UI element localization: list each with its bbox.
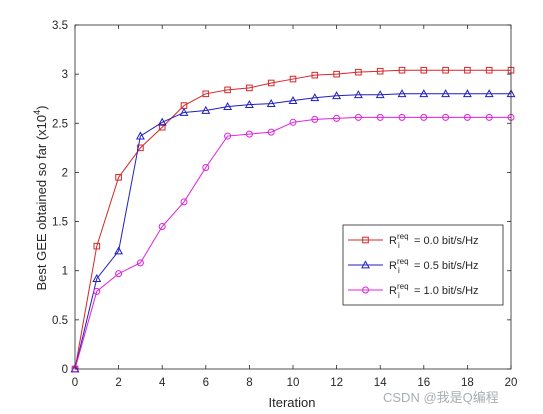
data-point (333, 70, 340, 78)
watermark-text: CSDN @我是Q编程 (383, 390, 499, 405)
data-point (202, 164, 210, 172)
x-tick-label: 6 (203, 377, 209, 389)
series-1 (70, 89, 516, 373)
legend-marker (362, 286, 369, 294)
data-point (376, 67, 384, 75)
data-point (224, 132, 232, 140)
legend-label: Rreq i = 0.5 bit/s/Hz (389, 257, 479, 275)
data-point (332, 91, 342, 100)
series-2 (71, 113, 515, 373)
data-point (135, 131, 145, 140)
data-point (288, 96, 298, 105)
data-point (463, 113, 471, 121)
data-point (376, 113, 384, 121)
data-point (202, 90, 210, 98)
x-tick-label: 18 (461, 377, 474, 389)
data-point (158, 222, 166, 230)
data-point (92, 273, 102, 282)
x-tick-label: 8 (246, 377, 252, 389)
data-point (267, 79, 275, 87)
data-point (485, 113, 493, 121)
x-tick-label: 10 (287, 377, 300, 389)
data-point (223, 101, 233, 110)
series-line (74, 116, 511, 370)
data-point (442, 66, 449, 74)
data-point (137, 144, 144, 152)
data-point (462, 89, 472, 98)
y-tick-label: 1 (62, 266, 68, 278)
y-tick-label: 2 (62, 167, 68, 179)
data-point (310, 93, 320, 102)
y-tick-label: 2.5 (52, 118, 68, 130)
series-line (74, 69, 511, 370)
data-point (311, 115, 319, 123)
data-point (158, 123, 166, 131)
data-point (420, 66, 428, 74)
data-point (398, 113, 406, 121)
data-point (354, 113, 362, 121)
x-tick-label: 2 (115, 377, 121, 389)
data-point (180, 198, 188, 206)
data-point (93, 287, 101, 295)
x-tick-label: 14 (374, 377, 387, 389)
data-point (289, 118, 297, 126)
data-point (201, 105, 211, 114)
data-point (333, 114, 341, 122)
data-point (419, 89, 429, 98)
y-tick-label: 1.5 (52, 217, 68, 229)
legend-label: Rreq i = 1.0 bit/s/Hz (389, 282, 479, 300)
y-tick-label: 3 (62, 69, 68, 81)
x-tick-label: 4 (159, 377, 166, 389)
legend-item-0: Rreq i = 0.0 bit/s/Hz (348, 232, 479, 250)
data-point (397, 89, 407, 98)
y-axis-label-exponent: 4 (32, 110, 42, 115)
x-tick-label: 20 (505, 377, 518, 389)
data-point (464, 66, 471, 74)
y-axis-label: Best GEE obtained so far (x104) (32, 106, 49, 291)
y-axis-label-close: ) (34, 106, 49, 110)
data-point (484, 89, 494, 98)
data-point (353, 90, 363, 99)
data-point (245, 130, 253, 138)
data-point (289, 75, 297, 83)
legend-marker (362, 236, 369, 244)
y-tick-label: 3.5 (52, 20, 68, 32)
data-point (93, 242, 101, 250)
data-point (244, 99, 254, 108)
series-line (74, 93, 511, 370)
data-point (485, 66, 493, 74)
legend: Rreq i = 0.0 bit/s/Hz Rreq i = 0.5 bit/s/Hz… (342, 224, 504, 306)
data-point (246, 84, 253, 92)
x-axis-label: Iteration (269, 395, 316, 410)
data-point (115, 174, 122, 181)
data-point (114, 246, 124, 255)
legend-item-2: Rreq i = 1.0 bit/s/Hz (348, 282, 479, 300)
data-point (136, 259, 144, 267)
data-point (375, 90, 385, 99)
y-axis-label-main: Best GEE obtained so far (x10 (34, 115, 49, 291)
data-point (441, 89, 451, 98)
x-tick-label: 16 (417, 377, 430, 389)
data-point (267, 128, 275, 136)
legend-label: Rreq i = 0.0 bit/s/Hz (389, 232, 479, 250)
data-point (224, 86, 231, 94)
data-point (157, 117, 167, 126)
data-point (311, 71, 319, 79)
y-tick-label: 0 (62, 364, 68, 376)
data-point (179, 107, 189, 116)
x-tick-label: 12 (330, 377, 343, 389)
series-layer (70, 66, 516, 373)
legend-marker (361, 260, 370, 269)
data-point (420, 113, 428, 121)
legend-item-1: Rreq i = 0.5 bit/s/Hz (348, 257, 479, 275)
data-point (442, 113, 450, 121)
x-tick-label: 0 (72, 377, 78, 389)
data-point (115, 270, 123, 278)
data-point (266, 98, 276, 108)
y-tick-label: 0.5 (52, 315, 68, 327)
data-point (355, 68, 362, 76)
ticks-layer: 0 2 4 6 8 10 12 14 16 18 20 0 0.5 1 1.5 2 2.5 3 3.5 (52, 20, 517, 389)
data-point (398, 66, 406, 74)
